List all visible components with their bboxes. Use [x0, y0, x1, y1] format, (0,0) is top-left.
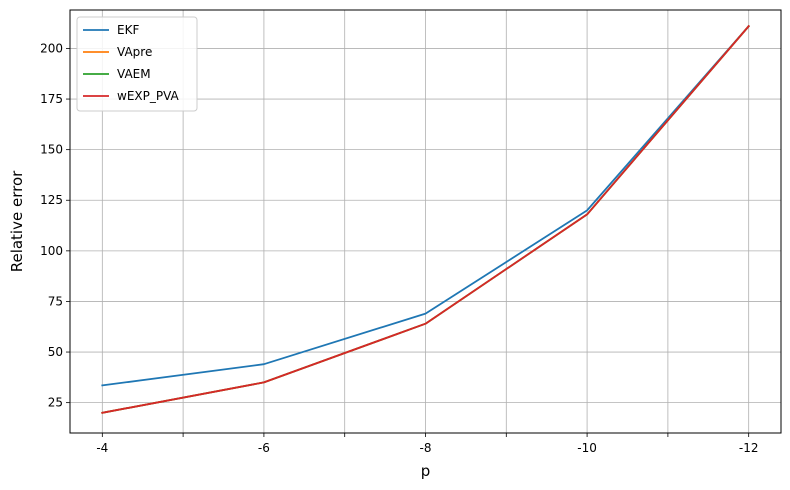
y-axis-ticks: 25 50 75 100 125 150 175 200 [40, 41, 70, 410]
y-tick-label: 25 [48, 396, 63, 410]
x-axis-ticks: -4 -6 -8 -10 -12 [96, 433, 758, 455]
y-tick-label: 100 [40, 244, 63, 258]
grid [70, 10, 781, 433]
y-tick-label: 50 [48, 345, 63, 359]
series-lines [101, 24, 750, 414]
series-line-ekf [101, 24, 750, 387]
x-tick-label: -8 [420, 441, 432, 455]
y-tick-label: 175 [40, 92, 63, 106]
legend-label-ekf: EKF [117, 23, 139, 37]
y-tick-label: 75 [48, 294, 63, 308]
series-line-wexp-pva [101, 24, 750, 414]
x-tick-label: -12 [739, 441, 759, 455]
x-tick-label: -4 [96, 441, 108, 455]
x-axis-label: p [421, 462, 431, 480]
x-tick-label: -6 [258, 441, 270, 455]
legend-label-vaem: VAEM [117, 67, 151, 81]
legend: EKF VApre VAEM wEXP_PVA [76, 16, 198, 112]
x-tick-label: -10 [577, 441, 597, 455]
legend-label-wexp-pva: wEXP_PVA [117, 89, 180, 103]
y-tick-label: 150 [40, 143, 63, 157]
y-axis-label: Relative error [8, 170, 26, 272]
legend-box [76, 16, 198, 112]
legend-label-vapre: VApre [117, 45, 152, 59]
y-tick-label: 200 [40, 41, 63, 55]
y-tick-label: 125 [40, 193, 63, 207]
